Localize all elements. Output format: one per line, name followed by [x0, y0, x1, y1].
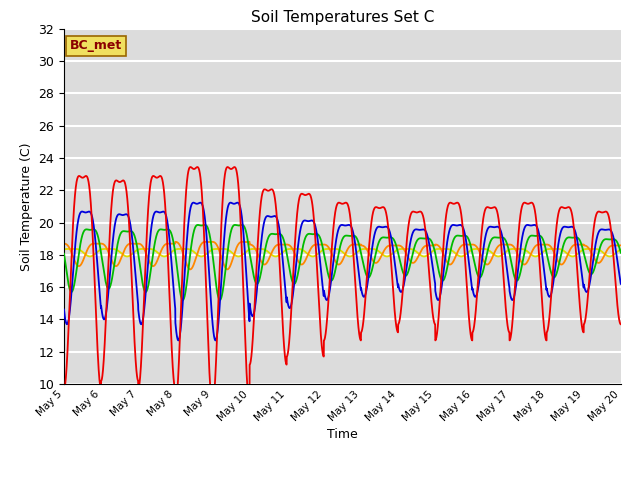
Title: Soil Temperatures Set C: Soil Temperatures Set C: [251, 10, 434, 25]
X-axis label: Time: Time: [327, 428, 358, 441]
Y-axis label: Soil Temperature (C): Soil Temperature (C): [20, 142, 33, 271]
Text: BC_met: BC_met: [70, 39, 122, 52]
